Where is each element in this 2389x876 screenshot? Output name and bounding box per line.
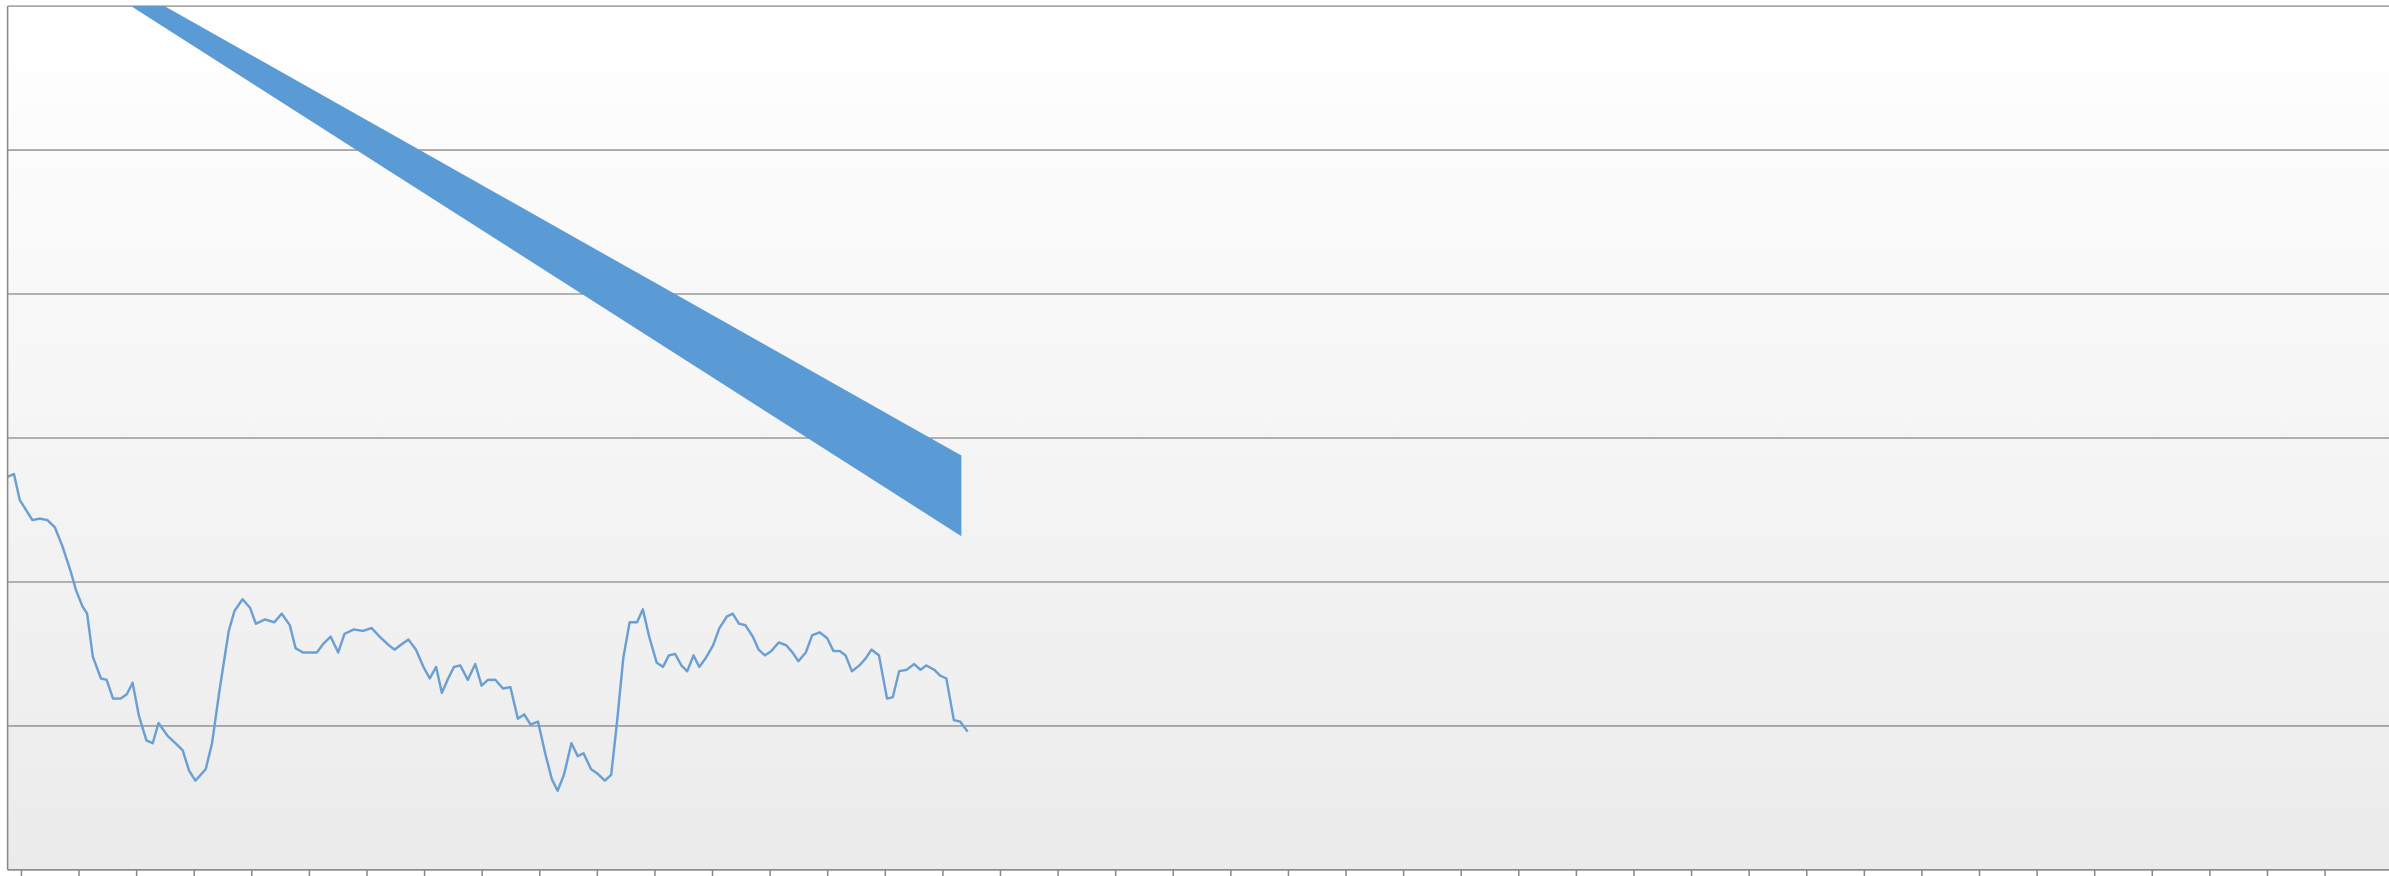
marks bbox=[7, 472, 969, 792]
data-line bbox=[7, 472, 969, 792]
arrow-annotation bbox=[131, 6, 962, 537]
